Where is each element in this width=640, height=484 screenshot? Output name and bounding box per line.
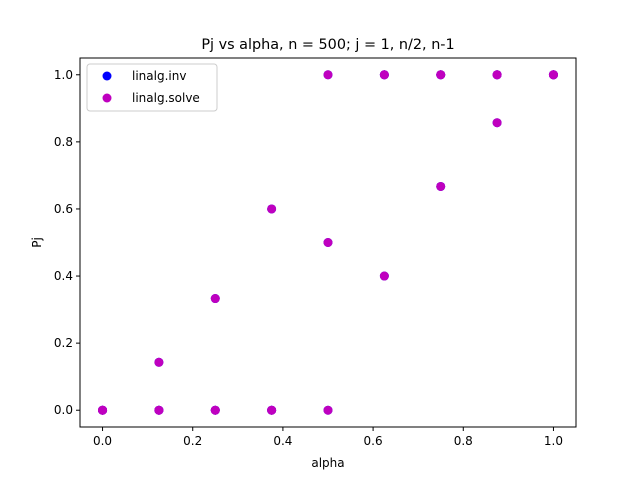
series-1-point [379,271,389,281]
legend-label-1: linalg.solve [132,91,200,105]
series-1-point [267,405,277,415]
data-points [98,70,558,415]
series-1-point [492,70,502,80]
legend: linalg.inv linalg.solve [86,63,218,112]
legend-marker-0 [102,71,112,81]
y-tick-label: 0.6 [54,202,73,216]
series-1-point [210,405,220,415]
series-1-point [436,181,446,191]
series-1-point [98,405,108,415]
x-axis-ticks: 0.0 0.2 0.4 0.6 0.8 1.0 [93,427,563,448]
x-tick-label: 0.4 [273,434,292,448]
x-tick-label: 0.2 [183,434,202,448]
series-1-point [436,70,446,80]
series-1-point [210,294,220,304]
series-1-point [323,405,333,415]
y-tick-label: 0.4 [54,269,73,283]
y-axis-label: Pj [30,237,44,248]
series-1-point [154,357,164,367]
y-tick-label: 1.0 [54,68,73,82]
series-1-point [379,70,389,80]
x-tick-label: 1.0 [544,434,563,448]
y-tick-label: 0.2 [54,336,73,350]
legend-box [86,63,218,112]
legend-label-0: linalg.inv [132,69,186,83]
x-axis-label: alpha [311,456,344,470]
legend-marker-1 [102,93,112,103]
series-1-point [267,204,277,214]
series-1-point [548,70,558,80]
y-tick-label: 0.8 [54,135,73,149]
x-tick-label: 0.0 [93,434,112,448]
chart-title: Pj vs alpha, n = 500; j = 1, n/2, n-1 [201,37,454,53]
plot-frame [79,57,577,428]
series-1-point [323,70,333,80]
y-tick-label: 0.0 [54,403,73,417]
y-axis-ticks: 0.0 0.2 0.4 0.6 0.8 1.0 [54,68,80,417]
series-1-point [323,238,333,247]
series-1-point [492,118,502,128]
series-1-point [154,405,164,415]
x-tick-label: 0.8 [454,434,473,448]
x-tick-label: 0.6 [364,434,383,448]
